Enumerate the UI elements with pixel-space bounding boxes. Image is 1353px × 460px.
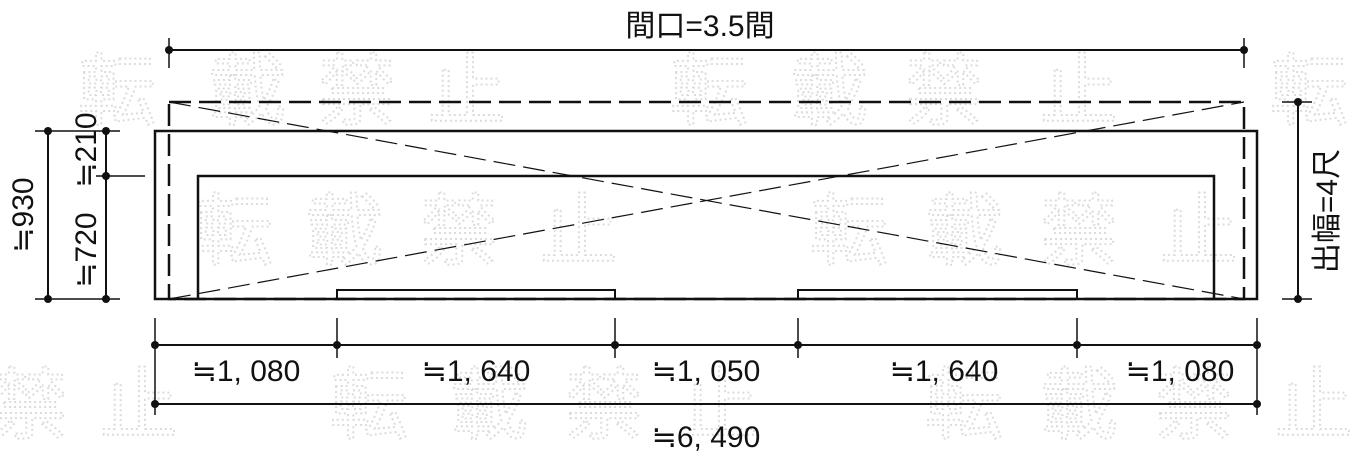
watermark-char: 止 — [540, 187, 618, 277]
watermark-char: 転 — [925, 361, 1003, 451]
segment-dimensions — [151, 318, 1261, 415]
watermark-char: 転 — [195, 187, 273, 277]
watermark-char: 載 — [208, 47, 286, 137]
total-width-label: ≒6, 490 — [652, 421, 761, 454]
watermark-char: 禁 — [565, 361, 643, 451]
watermark-char: 禁 — [905, 47, 983, 137]
left-panel — [336, 289, 616, 300]
total-height-label: ≒930 — [7, 177, 40, 252]
watermark-char: 禁 — [1040, 187, 1118, 277]
watermark-char: 止 — [428, 47, 506, 137]
inner-height-label: ≒720 — [70, 212, 103, 287]
segment-label: ≒1, 050 — [652, 355, 761, 388]
segment-label: ≒1, 640 — [890, 355, 999, 388]
watermark-char: 転 — [1270, 47, 1348, 137]
watermark: 転 載 禁 止 転 載 禁 止 転 転 載 禁 止 転 載 禁 止 禁 止 転 … — [0, 46, 1353, 452]
watermark-char: 転 — [670, 47, 748, 137]
height-dimensions — [35, 127, 145, 303]
watermark-char: 止 — [680, 361, 758, 451]
depth-dimension — [1282, 98, 1312, 303]
total-width-dimension — [151, 400, 1261, 408]
depth-label: 出幅=4尺 — [1311, 149, 1344, 273]
watermark-char: 載 — [1040, 361, 1118, 451]
watermark-char: 載 — [450, 361, 528, 451]
watermark-char: 載 — [305, 187, 383, 277]
inner-opening — [196, 174, 1216, 299]
watermark-char: 止 — [1160, 187, 1238, 277]
watermark-char: 禁 — [318, 47, 396, 137]
watermark-char: 禁 — [420, 187, 498, 277]
frontage-label: 間口=3.5間 — [625, 10, 774, 43]
segment-label: ≒1, 640 — [422, 355, 531, 388]
watermark-char: 載 — [925, 187, 1003, 277]
segment-label: ≒1, 080 — [1126, 355, 1235, 388]
right-panel — [797, 289, 1078, 300]
watermark-char: 転 — [330, 361, 408, 451]
watermark-char: 止 — [100, 361, 178, 451]
watermark-char: 転 — [78, 47, 156, 137]
outer-frame — [153, 129, 1259, 301]
watermark-char: 転 — [810, 187, 888, 277]
top-offset-label: ≒210 — [70, 112, 103, 187]
watermark-char: 載 — [790, 47, 868, 137]
segment-label: ≒1, 080 — [192, 355, 301, 388]
watermark-char: 禁 — [0, 361, 68, 451]
frontage-dimension — [165, 38, 1248, 68]
watermark-char: 禁 — [1155, 361, 1233, 451]
watermark-char: 止 — [1040, 47, 1118, 137]
watermark-char: 止 — [1275, 361, 1353, 451]
